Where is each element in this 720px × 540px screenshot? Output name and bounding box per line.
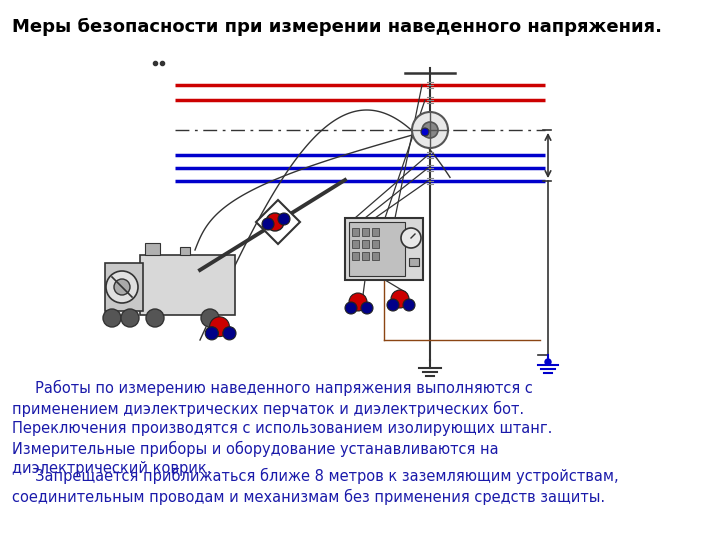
Bar [352,228,359,236]
Circle shape [421,128,429,136]
Circle shape [345,302,357,314]
Circle shape [278,213,290,225]
Bar [372,252,379,260]
Bar [352,252,359,260]
Text: Работы по измерению наведенного напряжения выполняются с
применением диэлектриче: Работы по измерению наведенного напряжен… [12,380,552,476]
Text: Меры безопасности при измерении наведенного напряжения.: Меры безопасности при измерении наведенн… [12,18,662,36]
Circle shape [361,302,373,314]
Bar [180,247,190,255]
Text: Запрещается приближаться ближе 8 метров к заземляющим устройствам,
соединительны: Запрещается приближаться ближе 8 метров … [12,468,618,505]
Bar [372,228,379,236]
Circle shape [401,228,421,248]
Circle shape [205,327,218,340]
Circle shape [121,309,139,327]
Circle shape [106,271,138,303]
Circle shape [210,317,230,336]
Circle shape [403,299,415,311]
Circle shape [545,359,551,365]
Bar [362,252,369,260]
Bar [140,255,235,315]
Circle shape [422,122,438,138]
Bar [349,222,405,276]
Circle shape [262,218,274,230]
Circle shape [349,293,367,311]
Bar [352,240,359,248]
Bar [105,263,143,311]
Bar [362,240,369,248]
Circle shape [391,290,409,308]
Polygon shape [256,200,300,244]
Circle shape [201,309,219,327]
Circle shape [103,309,121,327]
Bar [372,240,379,248]
Circle shape [266,213,284,231]
Bar [409,258,419,266]
Bar [362,228,369,236]
Circle shape [412,112,448,148]
Circle shape [114,279,130,295]
Bar [145,243,160,255]
Circle shape [222,327,236,340]
Circle shape [146,309,164,327]
Circle shape [387,299,399,311]
Bar [345,218,423,280]
